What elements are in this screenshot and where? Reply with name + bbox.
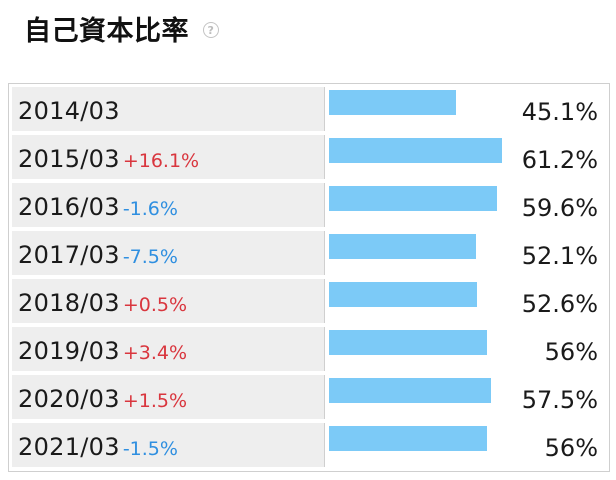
- change-label: -1.5%: [122, 437, 178, 460]
- year-cell: 2017/03 -7.5%: [12, 231, 325, 275]
- value-label: 56%: [544, 433, 598, 462]
- bar-cell: 45.1%: [325, 87, 606, 131]
- bar: [329, 90, 456, 115]
- table-row: 2016/03 -1.6% 59.6%: [12, 183, 606, 227]
- year-label: 2015/03: [18, 145, 120, 173]
- year-label: 2014/03: [18, 97, 120, 125]
- year-cell: 2016/03 -1.6%: [12, 183, 325, 227]
- bar: [329, 138, 502, 163]
- title-text: 自己資本比率: [24, 15, 189, 47]
- bar: [329, 234, 476, 259]
- year-cell: 2018/03 +0.5%: [12, 279, 325, 323]
- bar-cell: 57.5%: [325, 375, 606, 419]
- change-label: +16.1%: [122, 149, 200, 172]
- table-row: 2017/03 -7.5% 52.1%: [12, 231, 606, 275]
- year-cell: 2015/03 +16.1%: [12, 135, 325, 179]
- bar: [329, 282, 477, 307]
- change-label: +0.5%: [122, 293, 188, 316]
- table-row: 2019/03 +3.4% 56%: [12, 327, 606, 371]
- table-row: 2014/03 45.1%: [12, 87, 606, 131]
- table-row: 2015/03 +16.1% 61.2%: [12, 135, 606, 179]
- value-label: 59.6%: [521, 193, 598, 222]
- value-label: 56%: [544, 337, 598, 366]
- year-label: 2018/03: [18, 289, 120, 317]
- bar-cell: 56%: [325, 327, 606, 371]
- year-cell: 2021/03 -1.5%: [12, 423, 325, 467]
- bar-cell: 52.6%: [325, 279, 606, 323]
- year-cell: 2020/03 +1.5%: [12, 375, 325, 419]
- change-label: -1.6%: [122, 197, 178, 220]
- value-label: 61.2%: [521, 145, 598, 174]
- equity-ratio-table: 2014/03 45.1% 2015/03 +16.1% 61.2% 2016/03 -1.…: [8, 83, 610, 472]
- table-row: 2021/03 -1.5% 56%: [12, 423, 606, 467]
- change-label: -7.5%: [122, 245, 178, 268]
- value-label: 45.1%: [521, 97, 598, 126]
- value-label: 57.5%: [521, 385, 598, 414]
- year-label: 2019/03: [18, 337, 120, 365]
- page-title: 自己資本比率 ?: [24, 8, 219, 48]
- year-label: 2016/03: [18, 193, 120, 221]
- bar: [329, 426, 487, 451]
- bar: [329, 378, 491, 403]
- year-cell: 2014/03: [12, 87, 325, 131]
- value-label: 52.6%: [521, 289, 598, 318]
- value-label: 52.1%: [521, 241, 598, 270]
- bar: [329, 186, 497, 211]
- change-label: +1.5%: [122, 389, 188, 412]
- bar-cell: 61.2%: [325, 135, 606, 179]
- table-row: 2018/03 +0.5% 52.6%: [12, 279, 606, 323]
- change-label: +3.4%: [122, 341, 188, 364]
- bar-cell: 52.1%: [325, 231, 606, 275]
- bar-cell: 56%: [325, 423, 606, 467]
- year-label: 2020/03: [18, 385, 120, 413]
- bar: [329, 330, 487, 355]
- help-icon[interactable]: ?: [203, 22, 219, 38]
- bar-cell: 59.6%: [325, 183, 606, 227]
- year-label: 2021/03: [18, 433, 120, 461]
- year-cell: 2019/03 +3.4%: [12, 327, 325, 371]
- table-row: 2020/03 +1.5% 57.5%: [12, 375, 606, 419]
- year-label: 2017/03: [18, 241, 120, 269]
